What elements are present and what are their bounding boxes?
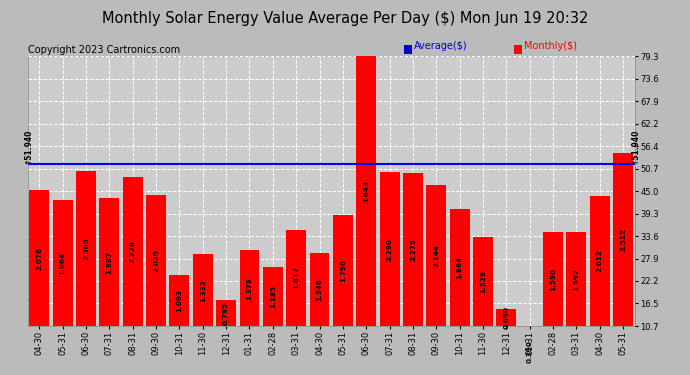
Text: 2.512: 2.512 <box>620 228 626 251</box>
Bar <box>123 177 143 368</box>
Text: 2.029: 2.029 <box>153 249 159 272</box>
Text: 0.795: 0.795 <box>223 302 229 325</box>
Text: 1.987: 1.987 <box>106 251 112 274</box>
Bar <box>403 173 423 368</box>
Bar <box>450 209 470 368</box>
Text: 1.346: 1.346 <box>317 278 322 301</box>
Bar <box>76 171 96 368</box>
Bar <box>426 184 446 368</box>
Text: Monthly($): Monthly($) <box>524 41 578 51</box>
Text: 1.093: 1.093 <box>177 289 182 312</box>
Text: 1.379: 1.379 <box>246 277 253 300</box>
Text: 1.864: 1.864 <box>457 256 463 279</box>
Text: Copyright 2023 Cartronics.com: Copyright 2023 Cartronics.com <box>28 45 179 55</box>
Bar <box>99 198 119 368</box>
Bar <box>239 250 259 368</box>
Bar <box>286 230 306 368</box>
Bar <box>52 200 72 368</box>
Bar <box>263 267 283 368</box>
Text: 2.275: 2.275 <box>410 238 416 261</box>
Bar <box>30 190 49 368</box>
Text: 3.643: 3.643 <box>363 180 369 203</box>
Text: 1.790: 1.790 <box>340 259 346 282</box>
Bar <box>496 309 516 368</box>
Bar <box>473 237 493 368</box>
Text: 1.617: 1.617 <box>293 267 299 290</box>
Text: 2.144: 2.144 <box>433 244 440 267</box>
Text: 2.078: 2.078 <box>37 247 42 270</box>
Bar <box>613 153 633 368</box>
Text: 2.305: 2.305 <box>83 237 89 260</box>
Bar <box>146 195 166 368</box>
Bar <box>566 232 586 368</box>
Text: 2.290: 2.290 <box>386 238 393 261</box>
Bar <box>356 56 376 368</box>
Text: 2.228: 2.228 <box>130 240 136 263</box>
Bar <box>380 172 400 368</box>
Bar <box>216 300 236 368</box>
Bar <box>310 253 329 368</box>
Text: 2.012: 2.012 <box>597 250 603 273</box>
Text: Average($): Average($) <box>414 41 468 51</box>
Bar <box>193 254 213 368</box>
Text: 0.390: 0.390 <box>526 340 533 363</box>
Text: 0.690: 0.690 <box>503 306 509 329</box>
Bar <box>590 196 610 368</box>
Text: 1.332: 1.332 <box>199 279 206 302</box>
Text: 1.592: 1.592 <box>573 268 580 291</box>
Bar <box>333 215 353 368</box>
Text: 1.590: 1.590 <box>550 268 556 291</box>
Text: 1.964: 1.964 <box>59 252 66 274</box>
Text: ↑51.940: ↑51.940 <box>23 129 32 164</box>
Text: ↑51.940: ↑51.940 <box>630 129 640 164</box>
Text: 1.185: 1.185 <box>270 285 276 308</box>
Bar <box>170 275 189 368</box>
Bar <box>520 335 540 368</box>
Bar <box>543 232 563 368</box>
Text: Monthly Solar Energy Value Average Per Day ($) Mon Jun 19 20:32: Monthly Solar Energy Value Average Per D… <box>102 11 588 26</box>
Text: 1.529: 1.529 <box>480 270 486 293</box>
